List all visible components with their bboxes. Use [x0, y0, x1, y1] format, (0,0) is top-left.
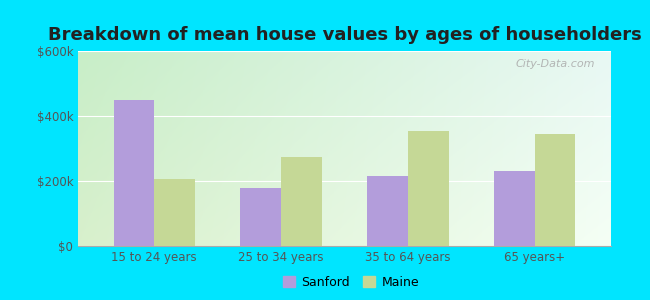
- Bar: [281, 157, 322, 246]
- Legend: Sanford, Maine: Sanford, Maine: [278, 271, 424, 294]
- Bar: [535, 134, 575, 246]
- Bar: [114, 100, 154, 246]
- Title: Breakdown of mean house values by ages of householders: Breakdown of mean house values by ages o…: [47, 26, 642, 44]
- Bar: [154, 179, 195, 246]
- Bar: [367, 176, 408, 246]
- Text: City-Data.com: City-Data.com: [515, 59, 595, 69]
- Bar: [408, 130, 448, 246]
- Bar: [494, 171, 535, 246]
- Bar: [240, 188, 281, 246]
